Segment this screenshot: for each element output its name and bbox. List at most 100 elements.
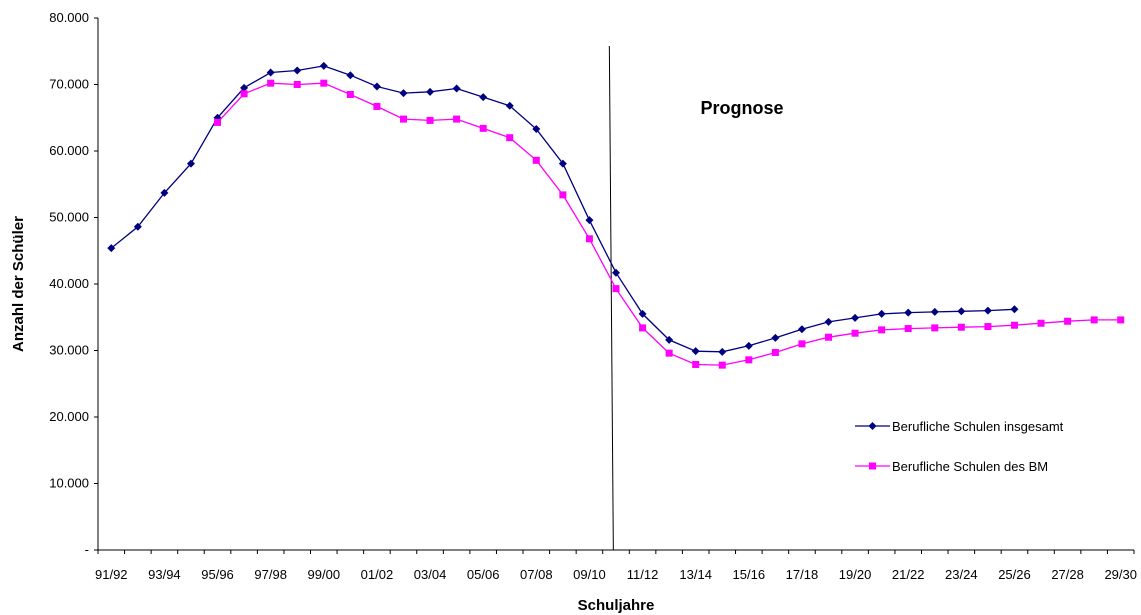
series-line — [110, 65, 1015, 353]
x-tick-label: 91/92 — [95, 567, 128, 582]
data-point — [373, 102, 381, 110]
legend-label: Berufliche Schulen des BM — [892, 459, 1048, 474]
data-point — [771, 333, 780, 342]
x-tick-label: 93/94 — [148, 567, 181, 582]
data-point — [426, 116, 434, 124]
data-point — [214, 118, 222, 126]
x-tick-label: 25/26 — [998, 567, 1031, 582]
data-point — [240, 83, 249, 92]
y-tick-label: - — [85, 542, 89, 557]
data-point — [585, 216, 594, 225]
data-point — [505, 101, 514, 110]
data-point — [638, 309, 647, 318]
data-point — [558, 159, 567, 168]
data-point — [798, 340, 806, 348]
data-point — [346, 90, 354, 98]
legend-item-2: Berufliche Schulen des BM — [855, 459, 1048, 474]
data-point — [240, 90, 248, 98]
data-point — [824, 317, 833, 326]
data-point — [266, 68, 275, 77]
series-1 — [107, 61, 1019, 356]
data-point — [665, 349, 673, 357]
data-point — [452, 84, 461, 93]
data-point — [797, 325, 806, 334]
y-tick-label: 20.000 — [49, 409, 89, 424]
series-line — [217, 82, 1121, 366]
data-point — [744, 341, 753, 350]
x-tick-label: 95/96 — [201, 567, 234, 582]
data-point — [319, 61, 328, 70]
data-point — [559, 191, 567, 199]
data-point — [877, 309, 886, 318]
y-tick-label: 50.000 — [49, 210, 89, 225]
data-point — [904, 325, 912, 333]
data-point — [957, 323, 965, 331]
data-point — [851, 313, 860, 322]
y-tick-label: 80.000 — [49, 10, 89, 25]
y-axis-title: Anzahl der Schüler — [10, 216, 27, 352]
forecast-divider-line — [608, 45, 614, 551]
y-tick-label: 30.000 — [49, 343, 89, 358]
data-point — [267, 79, 275, 87]
forecast-annotation: Prognose — [700, 98, 783, 118]
data-point — [293, 66, 302, 75]
x-tick-label: 21/22 — [892, 567, 925, 582]
data-point — [186, 159, 195, 168]
data-point — [612, 285, 620, 293]
data-point — [426, 87, 435, 96]
y-tick-label: 70.000 — [49, 77, 89, 92]
legend: Berufliche Schulen insgesamt Berufliche S… — [855, 419, 1064, 474]
data-point — [1037, 319, 1045, 327]
data-point — [745, 356, 753, 364]
data-point — [453, 115, 461, 123]
x-tick-label: 09/10 — [573, 567, 606, 582]
forecast-divider — [608, 45, 614, 551]
data-point — [1064, 317, 1072, 325]
data-point — [931, 324, 939, 332]
data-point — [692, 360, 700, 368]
data-point — [585, 235, 593, 243]
legend-item-1: Berufliche Schulen insgesamt — [855, 419, 1064, 434]
x-tick-label: 17/18 — [786, 567, 819, 582]
data-point — [532, 125, 541, 134]
data-point — [133, 222, 142, 231]
data-point — [878, 326, 886, 334]
legend-marker — [868, 422, 877, 430]
x-tick-label: 97/98 — [254, 567, 287, 582]
data-point — [930, 307, 939, 316]
data-point — [479, 93, 488, 102]
data-point — [399, 115, 407, 123]
data-point — [160, 188, 169, 197]
y-tick-label: 60.000 — [49, 143, 89, 158]
x-tick-label: 03/04 — [414, 567, 447, 582]
data-point — [479, 124, 487, 132]
data-point — [372, 82, 381, 91]
data-point — [771, 348, 779, 356]
data-point — [851, 329, 859, 337]
data-point — [983, 306, 992, 315]
series-2 — [214, 79, 1125, 369]
x-axis-title: Schuljahre — [578, 597, 655, 614]
x-tick-label: 99/00 — [308, 567, 341, 582]
data-point — [825, 333, 833, 341]
data-point — [1090, 316, 1098, 324]
legend-marker — [869, 462, 876, 470]
x-tick-label: 29/30 — [1104, 567, 1137, 582]
data-point — [639, 324, 647, 332]
data-point — [1117, 316, 1125, 324]
data-point — [984, 323, 992, 331]
data-point — [399, 89, 408, 98]
data-point — [1010, 321, 1018, 329]
legend-label: Berufliche Schulen insgesamt — [892, 419, 1064, 434]
data-point — [293, 81, 301, 88]
data-point — [718, 361, 726, 369]
y-tick-label: 40.000 — [49, 276, 89, 291]
x-tick-label: 11/12 — [627, 567, 659, 582]
data-point — [718, 347, 727, 356]
x-tick-label: 05/06 — [467, 567, 500, 582]
x-tick-label: 27/28 — [1051, 567, 1084, 582]
x-tick-label: 23/24 — [945, 567, 978, 582]
data-point — [691, 347, 700, 356]
series-layer — [107, 61, 1125, 369]
